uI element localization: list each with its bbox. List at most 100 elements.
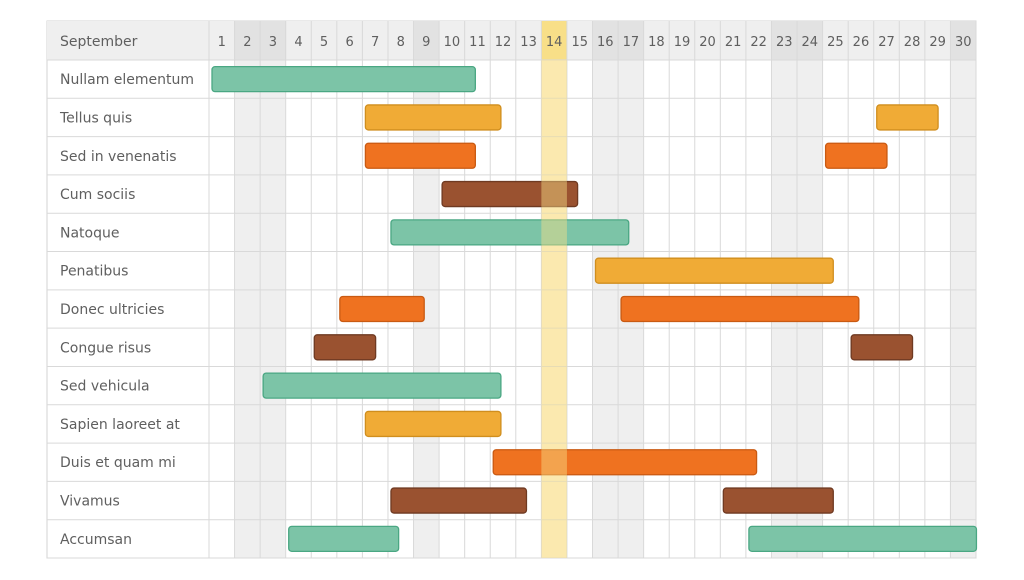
day-tick-label: 5 <box>320 35 328 50</box>
day-tick-label: 9 <box>422 35 430 50</box>
day-tick-label: 23 <box>776 35 793 50</box>
gantt-bar[interactable] <box>364 142 476 169</box>
day-tick-label: 30 <box>955 35 972 50</box>
today-highlight <box>541 60 567 558</box>
gantt-bar[interactable] <box>594 257 834 284</box>
day-tick-label: 24 <box>802 35 819 50</box>
day-tick-label: 26 <box>853 35 870 50</box>
day-tick-label: 4 <box>294 35 302 50</box>
row-label: Duis et quam mi <box>60 455 176 471</box>
day-tick-label: 15 <box>571 35 588 50</box>
header-day-cell <box>387 21 414 60</box>
row-label: Congue risus <box>60 340 151 356</box>
gantt-bar[interactable] <box>390 219 630 246</box>
header-day-cell <box>336 21 363 60</box>
header-day-cell <box>822 21 849 60</box>
weekend-column <box>950 60 976 558</box>
header-day-cell <box>873 21 900 60</box>
row-label: Sed vehicula <box>60 379 150 395</box>
day-tick-label: 12 <box>495 35 512 50</box>
day-tick-label: 6 <box>345 35 353 50</box>
day-tick-label: 8 <box>397 35 405 50</box>
gantt-bar[interactable] <box>722 487 834 514</box>
header-day-cell <box>669 21 695 60</box>
header-day-cell <box>541 21 567 60</box>
day-tick-label: 1 <box>218 35 226 50</box>
gantt-bar[interactable] <box>288 525 400 552</box>
day-tick-label: 14 <box>546 35 563 50</box>
row-label: Sed in venenatis <box>60 149 177 165</box>
gantt-bar[interactable] <box>339 295 425 323</box>
day-tick-label: 13 <box>520 35 537 50</box>
header-day-cell <box>797 21 823 60</box>
header-day-cell <box>745 21 772 60</box>
day-tick-label: 29 <box>929 35 946 50</box>
weekend-column <box>234 60 261 558</box>
weekend-column <box>260 60 286 558</box>
day-tick-label: 18 <box>648 35 665 50</box>
header-day-cell <box>439 21 465 60</box>
header-day-cell <box>848 21 874 60</box>
day-tick-label: 17 <box>623 35 640 50</box>
day-tick-label: 11 <box>469 35 486 50</box>
day-tick-label: 3 <box>269 35 277 50</box>
weekend-column <box>592 60 619 558</box>
header-month-cell <box>47 21 209 60</box>
gantt-bar[interactable] <box>876 104 939 131</box>
header-day-cell <box>260 21 286 60</box>
row-label: Natoque <box>60 225 119 241</box>
day-tick-label: 16 <box>597 35 614 50</box>
row-label: Tellus quis <box>59 110 132 126</box>
row-label: Penatibus <box>60 264 128 280</box>
header-day-cell <box>285 21 312 60</box>
day-tick-label: 19 <box>674 35 691 50</box>
gantt-bar[interactable] <box>441 180 579 208</box>
header-day-cell <box>899 21 925 60</box>
month-label: September <box>60 34 138 50</box>
day-tick-label: 25 <box>827 35 844 50</box>
header-day-cell <box>566 21 593 60</box>
gantt-bar[interactable] <box>313 334 377 361</box>
row-label: Accumsan <box>60 532 132 548</box>
header-day-cell <box>311 21 337 60</box>
header-day-cell <box>643 21 670 60</box>
row-label: Cum sociis <box>60 187 135 203</box>
day-tick-label: 20 <box>699 35 716 50</box>
header-day-cell <box>464 21 491 60</box>
header-day-cell <box>771 21 798 60</box>
header-day-cell <box>618 21 644 60</box>
header-day-cell <box>950 21 976 60</box>
row-label: Vivamus <box>60 494 120 510</box>
gantt-bar[interactable] <box>620 295 860 323</box>
header-day-cell <box>924 21 951 60</box>
gantt-bar[interactable] <box>262 372 502 399</box>
header-day-cell <box>413 21 440 60</box>
gantt-bar[interactable] <box>364 410 502 438</box>
day-tick-label: 28 <box>904 35 921 50</box>
header-day-cell <box>234 21 261 60</box>
gantt-bar[interactable] <box>850 334 914 361</box>
gantt-bar[interactable] <box>824 142 888 169</box>
day-tick-label: 10 <box>444 35 461 50</box>
day-tick-label: 21 <box>725 35 742 50</box>
day-tick-label: 27 <box>878 35 895 50</box>
gantt-bar[interactable] <box>390 487 528 514</box>
gantt-bar[interactable] <box>748 525 978 552</box>
gantt-bar[interactable] <box>211 66 476 93</box>
header-day-cell <box>209 21 235 60</box>
header-day-cell <box>592 21 619 60</box>
row-label: Nullam elementum <box>60 72 194 88</box>
header-day-cell <box>362 21 388 60</box>
header-day-cell <box>694 21 721 60</box>
header-day-cell <box>515 21 542 60</box>
header-day-cell <box>490 21 516 60</box>
gantt-bar[interactable] <box>364 104 502 131</box>
header-day-cell <box>720 21 746 60</box>
row-label: Sapien laoreet at <box>60 417 180 433</box>
day-tick-label: 22 <box>750 35 767 50</box>
day-tick-label: 2 <box>243 35 251 50</box>
row-label: Donec ultricies <box>60 302 164 318</box>
day-tick-label: 7 <box>371 35 379 50</box>
gantt-bar[interactable] <box>492 449 758 476</box>
